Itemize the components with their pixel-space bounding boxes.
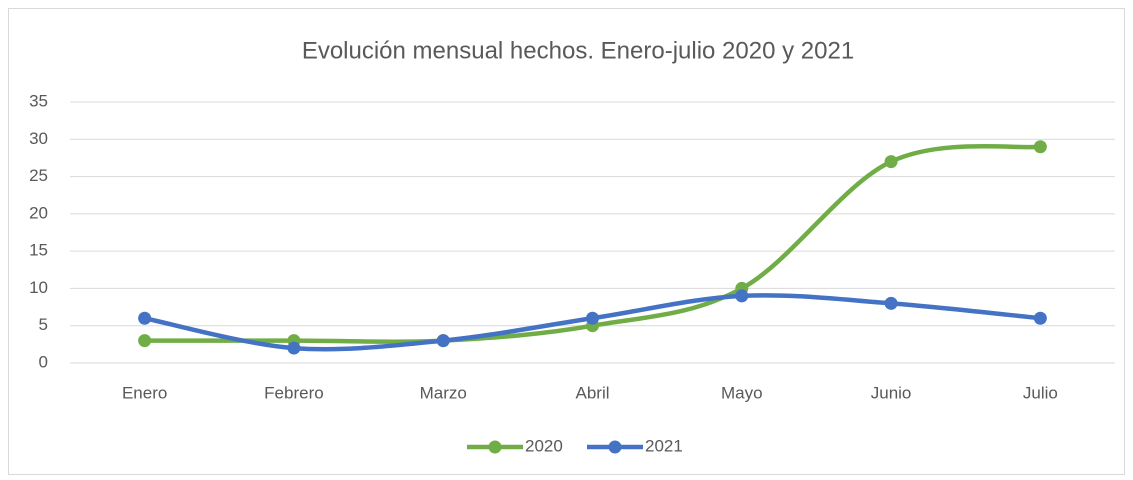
point-marker bbox=[884, 296, 898, 310]
x-tick-label: Abril bbox=[575, 383, 609, 402]
legend-label: 2021 bbox=[645, 436, 683, 455]
point-marker bbox=[884, 155, 898, 169]
point-marker bbox=[1033, 311, 1047, 325]
point-marker bbox=[138, 334, 152, 348]
y-tick-label: 5 bbox=[39, 315, 48, 334]
chart-title: Evolución mensual hechos. Enero-julio 20… bbox=[302, 37, 854, 64]
legend-marker bbox=[488, 440, 502, 454]
x-tick-label: Febrero bbox=[264, 383, 324, 402]
y-tick-label: 25 bbox=[29, 166, 48, 185]
point-marker bbox=[287, 341, 301, 355]
point-marker bbox=[436, 334, 450, 348]
point-marker bbox=[586, 311, 599, 325]
point-marker bbox=[1033, 140, 1047, 154]
y-tick-label: 30 bbox=[29, 129, 48, 148]
x-tick-label: Enero bbox=[122, 383, 167, 402]
y-tick-label: 15 bbox=[29, 241, 48, 260]
point-marker bbox=[138, 311, 152, 325]
legend-label: 2020 bbox=[525, 436, 563, 455]
point-marker bbox=[735, 289, 749, 303]
legend-marker bbox=[608, 440, 622, 454]
y-tick-label: 0 bbox=[39, 352, 48, 371]
x-tick-label: Mayo bbox=[721, 383, 763, 402]
y-tick-label: 20 bbox=[29, 203, 48, 222]
x-tick-label: Junio bbox=[871, 383, 912, 402]
x-tick-label: Marzo bbox=[420, 383, 467, 402]
y-tick-label: 35 bbox=[29, 91, 48, 110]
chart-border bbox=[8, 8, 1125, 475]
y-tick-label: 10 bbox=[29, 278, 48, 297]
x-tick-label: Julio bbox=[1023, 383, 1058, 402]
